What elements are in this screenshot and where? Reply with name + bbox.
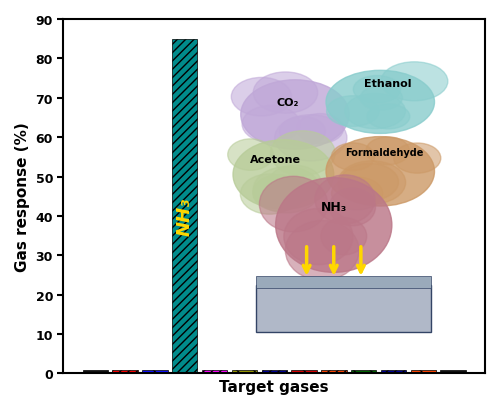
Ellipse shape	[381, 63, 448, 101]
Bar	[82, 371, 108, 373]
Ellipse shape	[232, 78, 292, 117]
Ellipse shape	[366, 137, 410, 165]
Ellipse shape	[233, 140, 334, 210]
Ellipse shape	[284, 209, 353, 265]
Text: NH₃: NH₃	[320, 200, 347, 213]
Bar	[172, 40, 198, 373]
Bar	[351, 371, 376, 373]
Ellipse shape	[276, 178, 392, 273]
Ellipse shape	[326, 71, 434, 134]
Y-axis label: Gas response (%): Gas response (%)	[15, 122, 30, 272]
Ellipse shape	[228, 139, 274, 171]
Text: Ethanol: Ethanol	[364, 79, 412, 89]
X-axis label: Target gases: Target gases	[220, 379, 329, 394]
Ellipse shape	[332, 178, 383, 210]
Text: Formaldehyde: Formaldehyde	[345, 148, 424, 158]
Ellipse shape	[332, 144, 374, 171]
Ellipse shape	[338, 162, 406, 204]
Ellipse shape	[270, 131, 335, 176]
Ellipse shape	[354, 76, 401, 104]
Ellipse shape	[321, 218, 366, 255]
Ellipse shape	[326, 137, 434, 207]
Bar	[321, 371, 346, 373]
Ellipse shape	[367, 105, 410, 130]
Ellipse shape	[268, 166, 322, 202]
Ellipse shape	[394, 144, 441, 174]
Bar	[112, 371, 138, 373]
Ellipse shape	[360, 86, 403, 111]
Text: Acetone: Acetone	[250, 154, 301, 164]
Bar	[262, 371, 287, 373]
Ellipse shape	[242, 106, 300, 143]
Bar	[202, 371, 228, 373]
Bar	[232, 371, 257, 373]
Ellipse shape	[253, 73, 318, 114]
Bar	[292, 371, 316, 373]
Text: NH₃: NH₃	[176, 198, 194, 236]
Ellipse shape	[340, 164, 398, 201]
Ellipse shape	[253, 167, 320, 213]
Ellipse shape	[315, 175, 375, 224]
Polygon shape	[256, 285, 430, 333]
Bar	[142, 371, 168, 373]
Ellipse shape	[286, 221, 359, 281]
Bar	[381, 371, 406, 373]
Ellipse shape	[326, 97, 379, 127]
Ellipse shape	[330, 189, 376, 226]
Ellipse shape	[253, 175, 306, 211]
Polygon shape	[256, 276, 430, 288]
Ellipse shape	[280, 117, 326, 146]
Ellipse shape	[297, 114, 344, 144]
Bar	[410, 371, 436, 373]
Ellipse shape	[240, 175, 299, 215]
Bar	[440, 371, 466, 373]
Text: CO₂: CO₂	[276, 98, 298, 108]
Ellipse shape	[241, 81, 349, 150]
Ellipse shape	[345, 94, 406, 129]
Ellipse shape	[274, 115, 347, 162]
Ellipse shape	[260, 177, 328, 232]
